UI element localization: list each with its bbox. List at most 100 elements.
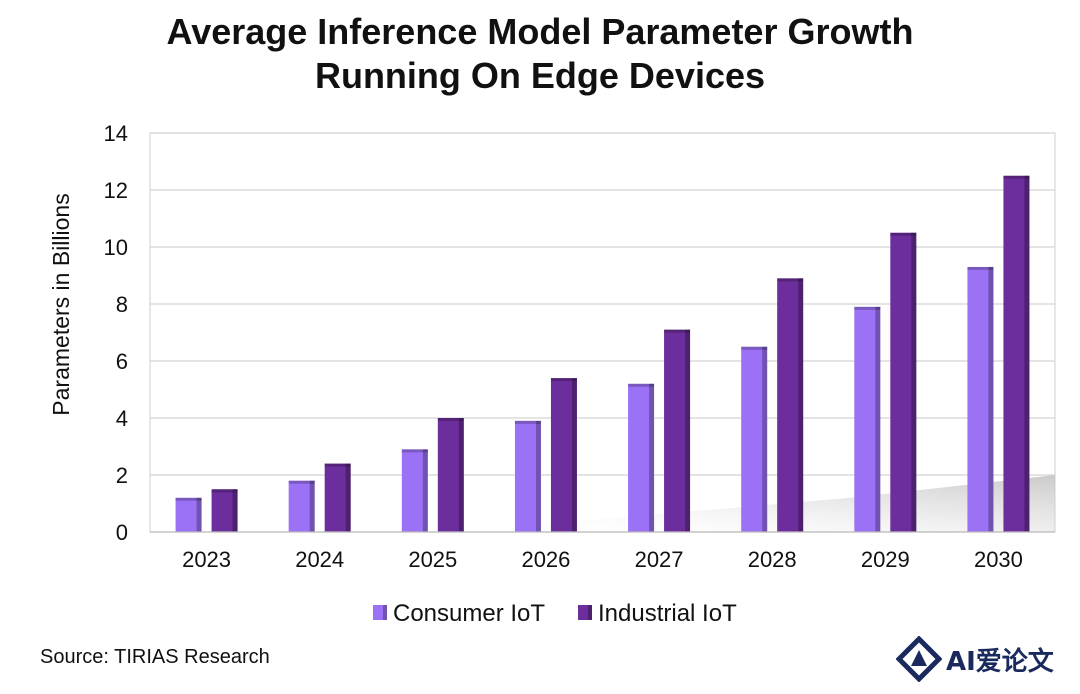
bar-top-shade: [175, 497, 202, 501]
bar-industrial-iot-2025: [437, 418, 464, 532]
legend-label: Industrial IoT: [598, 600, 737, 627]
bar-face: [854, 306, 881, 532]
bar-face: [628, 383, 655, 532]
x-tick-label: 2030: [974, 547, 1023, 572]
legend: Consumer IoT Industrial IoT: [373, 600, 737, 627]
bar-side-shade: [649, 383, 655, 532]
bar-top-shade: [514, 420, 541, 424]
x-tick-label: 2025: [408, 547, 457, 572]
bar-side-shade: [571, 378, 577, 532]
chart-title: Average Inference Model Parameter Growth…: [0, 10, 1080, 98]
bar-top-shade: [664, 329, 691, 333]
bar-side-shade: [309, 480, 315, 532]
bar-side-shade: [762, 346, 768, 532]
bar-top-shade: [288, 480, 315, 484]
bar-face: [550, 378, 577, 532]
bar-industrial-iot-2024: [324, 463, 351, 532]
bar-face: [664, 329, 691, 532]
y-axis-title: Parameters in Billions: [48, 193, 74, 415]
bar-side-shade: [1024, 175, 1030, 532]
bar-face: [890, 232, 917, 532]
bar-consumer-iot-2023: [175, 497, 202, 532]
y-tick-label: 14: [104, 121, 128, 146]
bar-top-shade: [211, 489, 238, 493]
legend-swatch-shade: [383, 605, 387, 620]
bar-industrial-iot-2027: [664, 329, 691, 532]
x-tick-label: 2023: [182, 547, 231, 572]
bar-top-shade: [854, 306, 881, 310]
axes: 0 2 4 6 8 10 12 14 Parameters in Billions 2023 202…: [48, 121, 1055, 572]
y-tick-label: 2: [116, 463, 128, 488]
plot-border: [149, 132, 1056, 533]
legend-label: Consumer IoT: [393, 600, 545, 627]
bar-side-shade: [196, 497, 202, 532]
bar-consumer-iot-2028: [741, 346, 768, 532]
watermark: AI爱论文: [896, 634, 1054, 684]
y-tick-label: 10: [104, 235, 128, 260]
bar-face: [175, 497, 202, 532]
x-tick-label: 2024: [295, 547, 344, 572]
bar-top-shade: [401, 449, 428, 453]
chart-title-line-2: Running On Edge Devices: [314, 55, 766, 96]
bar-side-shade: [875, 306, 881, 532]
bar-side-shade: [535, 420, 541, 532]
watermark-text: AI爱论文: [946, 646, 1054, 677]
bar-top-shade: [550, 378, 577, 382]
bar-industrial-iot-2029: [890, 232, 917, 532]
legend-swatch: [578, 605, 592, 620]
bar-top-shade: [437, 418, 464, 421]
x-tick-label: 2028: [748, 547, 797, 572]
bar-top-shade: [324, 463, 351, 467]
bars: [175, 175, 1030, 532]
chart-title-line-1: Average Inference Model Parameter Growth: [166, 11, 914, 52]
bar-side-shade: [685, 329, 691, 532]
x-tick-label: 2027: [635, 547, 684, 572]
x-tick-label: 2029: [861, 547, 910, 572]
legend-item-consumer-iot: Consumer IoT: [373, 600, 545, 627]
bar-consumer-iot-2024: [288, 480, 315, 532]
source-note: Source: TIRIAS Research: [40, 646, 270, 668]
bar-top-shade: [777, 278, 804, 282]
bar-face: [288, 480, 315, 532]
bar-face: [324, 463, 351, 532]
bar-consumer-iot-2025: [401, 449, 428, 532]
legend-swatch-shade: [588, 605, 592, 620]
logo-icon: [896, 636, 942, 682]
legend-item-industrial-iot: Industrial IoT: [578, 600, 737, 627]
y-tick-label: 4: [116, 406, 128, 431]
bar-side-shade: [458, 418, 464, 532]
legend-swatch: [373, 605, 387, 620]
bar-consumer-iot-2029: [854, 306, 881, 532]
y-tick-label: 8: [116, 292, 128, 317]
bar-top-shade: [890, 232, 917, 236]
y-tick-label: 12: [104, 178, 128, 203]
bar-top-shade: [628, 383, 655, 387]
bar-consumer-iot-2027: [628, 383, 655, 532]
bar-face: [777, 278, 804, 532]
bar-face: [401, 449, 428, 532]
bar-side-shade: [422, 449, 428, 532]
bar-face: [514, 420, 541, 532]
bar-face: [437, 418, 464, 532]
y-tick-label: 0: [116, 520, 128, 545]
bar-top-shade: [741, 346, 768, 350]
y-tick-label: 6: [116, 349, 128, 374]
bar-face: [741, 346, 768, 532]
bar-side-shade: [232, 489, 238, 532]
bar-side-shade: [988, 266, 994, 532]
bar-consumer-iot-2026: [514, 420, 541, 532]
bar-industrial-iot-2026: [550, 378, 577, 532]
bar-side-shade: [798, 278, 804, 532]
bar-industrial-iot-2028: [777, 278, 804, 532]
bar-industrial-iot-2023: [211, 489, 238, 532]
bar-top-shade: [967, 266, 994, 270]
plot-area: [149, 132, 1056, 533]
bar-consumer-iot-2030: [967, 266, 994, 532]
bar-top-shade: [1003, 175, 1030, 179]
bar-side-shade: [345, 463, 351, 532]
x-tick-label: 2026: [521, 547, 570, 572]
bar-face: [211, 489, 238, 532]
bar-face: [967, 266, 994, 532]
bar-industrial-iot-2030: [1003, 175, 1030, 532]
